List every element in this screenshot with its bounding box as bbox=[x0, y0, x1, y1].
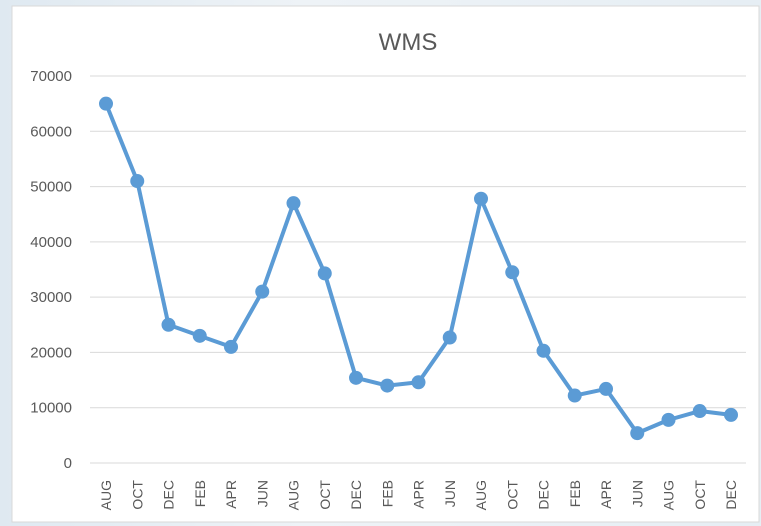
y-tick-label: 10000 bbox=[30, 400, 72, 417]
point bbox=[692, 404, 707, 419]
point bbox=[536, 343, 551, 358]
point bbox=[661, 412, 676, 427]
point bbox=[286, 196, 301, 211]
x-tick-label: DEC bbox=[723, 480, 739, 510]
x-tick-label: AUG bbox=[98, 480, 114, 510]
y-tick-label: 20000 bbox=[30, 344, 72, 361]
x-tick-label: AUG bbox=[286, 480, 302, 510]
chart-title: WMS bbox=[379, 29, 438, 56]
point bbox=[192, 328, 207, 343]
y-tick-label: 70000 bbox=[30, 68, 72, 85]
x-tick-label: AUG bbox=[473, 480, 489, 510]
point bbox=[724, 407, 738, 422]
point bbox=[99, 96, 113, 111]
point bbox=[442, 330, 457, 345]
point bbox=[255, 284, 270, 299]
x-tick-label: JUN bbox=[629, 480, 645, 507]
point bbox=[317, 266, 332, 281]
y-tick-label: 50000 bbox=[30, 179, 72, 196]
point bbox=[130, 174, 145, 189]
x-tick-label: OCT bbox=[129, 480, 145, 510]
point bbox=[630, 426, 645, 441]
point bbox=[411, 375, 426, 390]
x-tick-label: FEB bbox=[567, 480, 583, 507]
point bbox=[474, 191, 488, 206]
y-tick-label: 30000 bbox=[30, 289, 72, 306]
point bbox=[161, 317, 176, 332]
x-tick-label: JUN bbox=[254, 480, 270, 507]
point bbox=[599, 381, 613, 396]
point bbox=[380, 378, 395, 393]
x-tick-label: DEC bbox=[348, 480, 364, 510]
x-tick-label: APR bbox=[411, 480, 427, 509]
point bbox=[505, 265, 520, 280]
x-tick-label: DEC bbox=[161, 480, 177, 510]
x-tick-label: OCT bbox=[504, 480, 520, 510]
x-tick-label: OCT bbox=[317, 480, 333, 510]
y-tick-label: 60000 bbox=[30, 123, 72, 140]
point bbox=[349, 370, 363, 385]
point bbox=[567, 388, 582, 403]
x-tick-label: FEB bbox=[192, 480, 208, 507]
x-tick-label: OCT bbox=[692, 480, 708, 510]
x-tick-label: FEB bbox=[379, 480, 395, 507]
x-tick-label: APR bbox=[598, 480, 614, 509]
point bbox=[224, 339, 238, 354]
x-tick-label: AUG bbox=[661, 480, 677, 510]
y-tick-label: 0 bbox=[64, 455, 72, 472]
y-tick-label: 40000 bbox=[30, 234, 72, 251]
x-tick-label: DEC bbox=[536, 480, 552, 510]
chart-area bbox=[11, 5, 760, 523]
x-tick-label: APR bbox=[223, 480, 239, 509]
x-tick-label: JUN bbox=[442, 480, 458, 507]
